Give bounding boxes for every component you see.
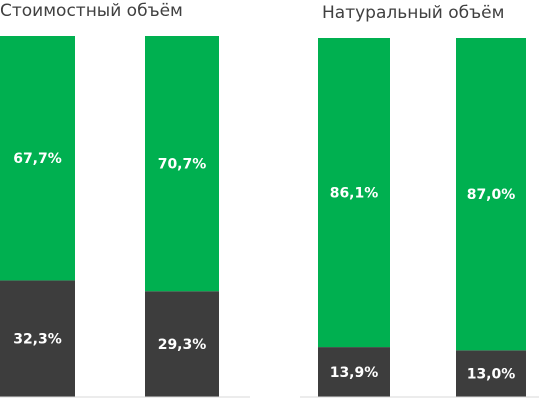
chart-left-bar-1-segment-2 bbox=[0, 36, 75, 281]
chart-left-bar-1-segment-1 bbox=[0, 280, 75, 397]
chart-right-bar-2-segment-2 bbox=[456, 38, 526, 351]
chart-right-bar-1-segment-1-label: 13,9% bbox=[330, 365, 379, 381]
chart-left-bar-2-segment-1 bbox=[145, 291, 219, 397]
chart-left-bar-2-segment-1-label: 29,3% bbox=[158, 337, 207, 353]
chart-left-bar-2-segment-2 bbox=[145, 36, 219, 292]
chart-left-title: Стоимостный объём bbox=[0, 1, 183, 21]
chart-right-bar-1-segment-2 bbox=[318, 38, 390, 348]
chart-left-bar-1-segment-1-label: 32,3% bbox=[13, 332, 62, 348]
chart-right: Натуральный объём 13,9% 86,1% 13,0% 87,0% bbox=[300, 3, 539, 398]
chart-left: Стоимостный объём 32,3% 67,7% 29,3% 70,7% bbox=[0, 1, 250, 398]
chart-right-bar-1-segment-2-label: 86,1% bbox=[330, 186, 379, 202]
chart-left-bars: 32,3% 67,7% 29,3% 70,7% bbox=[0, 36, 219, 397]
chart-right-bar-2-segment-1-label: 13,0% bbox=[467, 367, 516, 383]
chart-right-bar-2-segment-1 bbox=[456, 350, 526, 397]
chart-right-bar-1-segment-1 bbox=[318, 347, 390, 397]
chart-right-bar-2-segment-2-label: 87,0% bbox=[467, 187, 516, 203]
chart-left-bar-1-segment-2-label: 67,7% bbox=[13, 151, 62, 167]
chart-right-title: Натуральный объём bbox=[322, 3, 504, 23]
chart-left-bar-2-segment-2-label: 70,7% bbox=[158, 157, 207, 173]
chart-right-bars: 13,9% 86,1% 13,0% 87,0% bbox=[318, 38, 526, 397]
